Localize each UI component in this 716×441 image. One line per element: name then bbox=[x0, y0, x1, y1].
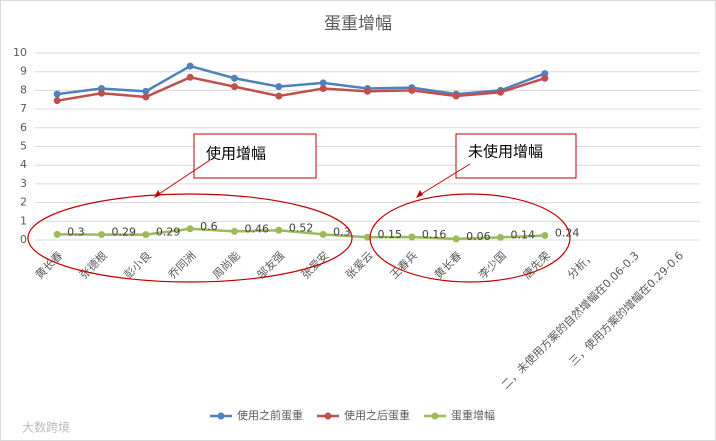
data-label: 0.06 bbox=[466, 230, 491, 243]
data-label: 0.3 bbox=[67, 225, 85, 238]
y-tick-label: 7 bbox=[20, 102, 27, 115]
data-label: 0.14 bbox=[511, 228, 536, 241]
data-point bbox=[319, 85, 327, 93]
watermark: 大数跨境 bbox=[22, 420, 70, 435]
callout-arrow bbox=[155, 159, 211, 197]
data-point bbox=[408, 86, 416, 94]
data-label: 0.29 bbox=[156, 226, 181, 239]
data-point bbox=[541, 232, 549, 240]
callout-box bbox=[193, 133, 317, 179]
callout-text: 未使用增幅 bbox=[468, 143, 543, 161]
data-point bbox=[497, 233, 504, 241]
highlight-ellipse bbox=[27, 193, 353, 283]
data-point bbox=[541, 74, 549, 82]
data-point bbox=[142, 87, 150, 95]
series-line bbox=[57, 227, 545, 241]
arrow-head bbox=[416, 190, 423, 198]
data-point bbox=[53, 230, 61, 238]
chart-title: 蛋重增幅 bbox=[324, 14, 392, 34]
data-label: 0.3 bbox=[333, 225, 351, 238]
data-point bbox=[319, 230, 327, 238]
legend-marker bbox=[431, 412, 439, 420]
data-point bbox=[364, 87, 371, 95]
callout-box bbox=[455, 133, 577, 179]
data-label: 0.46 bbox=[245, 222, 270, 235]
data-point bbox=[231, 74, 238, 82]
y-tick-label: 3 bbox=[20, 177, 27, 190]
data-point bbox=[452, 92, 460, 100]
y-tick-label: 1 bbox=[20, 214, 27, 227]
data-point bbox=[186, 73, 194, 81]
data-label: 0.6 bbox=[200, 220, 218, 233]
y-tick-label: 6 bbox=[20, 121, 27, 134]
y-tick-label: 5 bbox=[20, 140, 27, 153]
data-point bbox=[186, 62, 194, 70]
legend-label: 使用之前蛋重 bbox=[237, 408, 303, 422]
legend-label: 蛋重增幅 bbox=[451, 408, 495, 422]
data-point bbox=[275, 226, 283, 234]
callout-text: 使用增幅 bbox=[206, 145, 266, 163]
data-point bbox=[497, 88, 504, 96]
arrow-head bbox=[154, 190, 161, 198]
highlight-ellipse bbox=[369, 193, 571, 283]
data-point bbox=[275, 83, 283, 91]
legend-marker bbox=[217, 412, 225, 420]
data-label: 0.24 bbox=[555, 227, 580, 240]
data-point bbox=[231, 227, 238, 235]
y-tick-label: 2 bbox=[20, 196, 27, 209]
series-line bbox=[57, 64, 546, 96]
data-label: 0.16 bbox=[422, 228, 447, 241]
y-tick-label: 0 bbox=[20, 233, 27, 246]
data-point bbox=[142, 231, 150, 239]
callout-arrow bbox=[417, 163, 471, 197]
y-tick-label: 4 bbox=[20, 158, 27, 171]
data-point bbox=[186, 225, 194, 233]
data-point bbox=[53, 97, 61, 105]
data-point bbox=[319, 79, 327, 87]
data-point bbox=[231, 83, 238, 91]
data-point bbox=[98, 231, 105, 239]
y-tick-label: 8 bbox=[20, 83, 27, 96]
data-label: 0.29 bbox=[112, 226, 137, 239]
data-point bbox=[408, 233, 416, 241]
data-point bbox=[53, 90, 61, 98]
series-line bbox=[56, 76, 546, 102]
data-point bbox=[452, 235, 460, 243]
data-point bbox=[275, 92, 283, 100]
legend-marker bbox=[324, 412, 332, 420]
y-tick-label: 10 bbox=[13, 46, 27, 59]
y-tick-label: 9 bbox=[20, 65, 27, 78]
data-label: 0.15 bbox=[378, 228, 403, 241]
data-point bbox=[142, 93, 150, 101]
data-point bbox=[98, 89, 105, 97]
legend-label: 使用之后蛋重 bbox=[344, 408, 410, 422]
data-label: 0.52 bbox=[289, 221, 314, 234]
data-point bbox=[364, 233, 371, 241]
